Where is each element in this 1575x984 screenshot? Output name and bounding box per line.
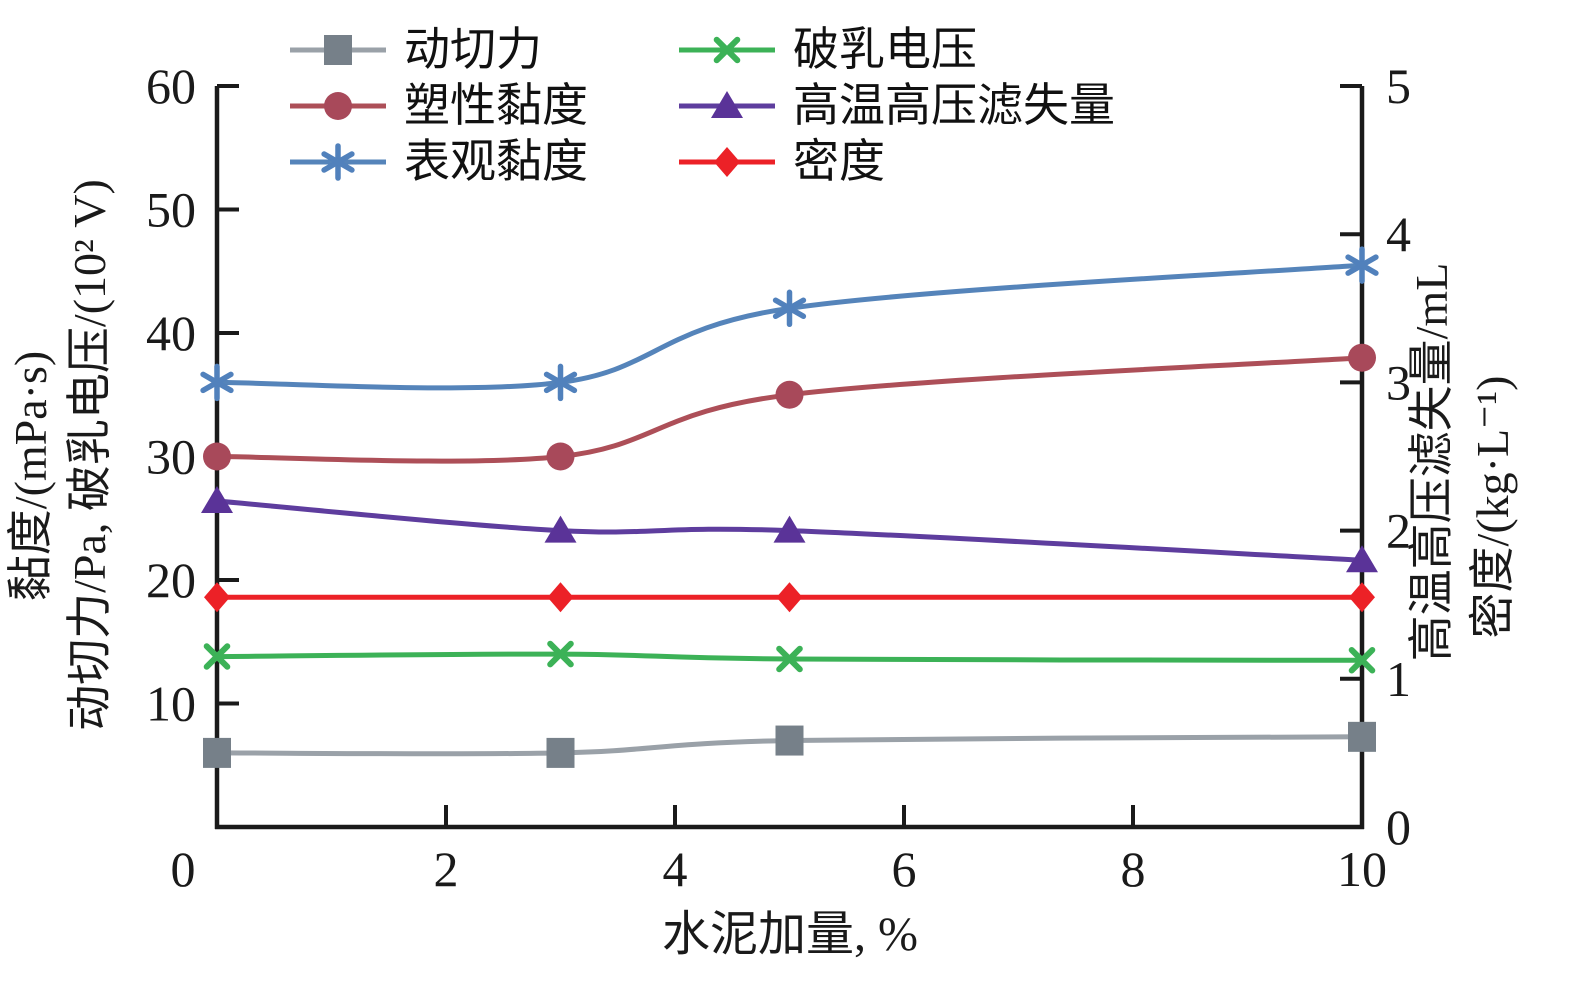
square-marker-icon	[546, 737, 575, 768]
series-apparent-viscosity	[200, 246, 1379, 402]
left-axis-title-inner: 动切力/Pa, 破乳电压/(10² V)	[64, 179, 115, 731]
triangle-marker-icon	[773, 515, 806, 543]
series-hthp-fluid-loss	[201, 485, 1378, 573]
right-tick-label: 5	[1386, 58, 1411, 114]
circle-marker-icon	[775, 380, 804, 409]
tick-marks	[217, 84, 1362, 827]
asterisk-marker-icon	[200, 363, 234, 402]
right-axis-title-outer: 密度/(kg·L⁻¹)	[1467, 376, 1518, 639]
x-tick-label: 4	[663, 841, 688, 897]
x-tick-label: 6	[892, 841, 917, 897]
right-tick-label: 4	[1386, 206, 1411, 262]
asterisk-marker-icon	[1345, 246, 1379, 284]
diamond-marker-icon	[1349, 582, 1375, 613]
axes	[214, 86, 1365, 830]
left-axis-title-outer: 黏度/(mPa·s)	[5, 351, 56, 601]
series-yield-stress	[203, 721, 1376, 768]
right-tick-label: 3	[1386, 354, 1411, 410]
series-line	[216, 498, 1363, 563]
right-tick-label: 1	[1386, 651, 1411, 707]
left-tick-label: 10	[146, 676, 196, 732]
left-tick-label: 50	[146, 182, 196, 238]
series-plastic-viscosity	[203, 343, 1376, 471]
triangle-marker-icon	[544, 515, 577, 543]
x-marker-icon	[547, 640, 574, 668]
square-marker-icon	[203, 737, 231, 768]
left-tick-label: 60	[146, 58, 196, 114]
right-axis-title-inner: 高温高压滤失量/mL	[1406, 263, 1457, 662]
x-tick-label: 8	[1121, 841, 1146, 897]
diamond-marker-icon	[204, 582, 230, 613]
series-line	[216, 262, 1363, 391]
left-tick-label: 40	[146, 305, 196, 361]
left-tick-label: 20	[146, 552, 196, 608]
diamond-marker-icon	[547, 582, 574, 613]
series-line	[216, 734, 1363, 757]
right-tick-label: 2	[1386, 503, 1411, 559]
series-line	[216, 651, 1363, 663]
left-tick-label: 30	[146, 429, 196, 485]
square-marker-icon	[775, 725, 804, 756]
circle-marker-icon	[203, 442, 231, 471]
diamond-marker-icon	[776, 582, 803, 613]
series-demulsification-voltage	[203, 640, 1376, 674]
right-tick-label: 0	[1386, 799, 1411, 855]
asterisk-marker-icon	[543, 363, 578, 402]
triangle-marker-icon	[201, 485, 233, 513]
series-density	[204, 582, 1375, 613]
circle-marker-icon	[1348, 343, 1376, 372]
x-marker-icon	[1348, 647, 1376, 674]
x-marker-icon	[203, 643, 231, 670]
x-axis-title: 水泥加量, %	[662, 908, 918, 961]
square-marker-icon	[1348, 721, 1376, 752]
triangle-marker-icon	[1346, 545, 1378, 573]
asterisk-marker-icon	[772, 289, 807, 328]
series-line	[216, 355, 1363, 464]
x-tick-label: 2	[434, 841, 459, 897]
x-marker-icon	[776, 645, 803, 673]
origin-label: 0	[171, 841, 196, 897]
x-tick-label: 10	[1337, 841, 1387, 897]
circle-marker-icon	[546, 442, 575, 471]
